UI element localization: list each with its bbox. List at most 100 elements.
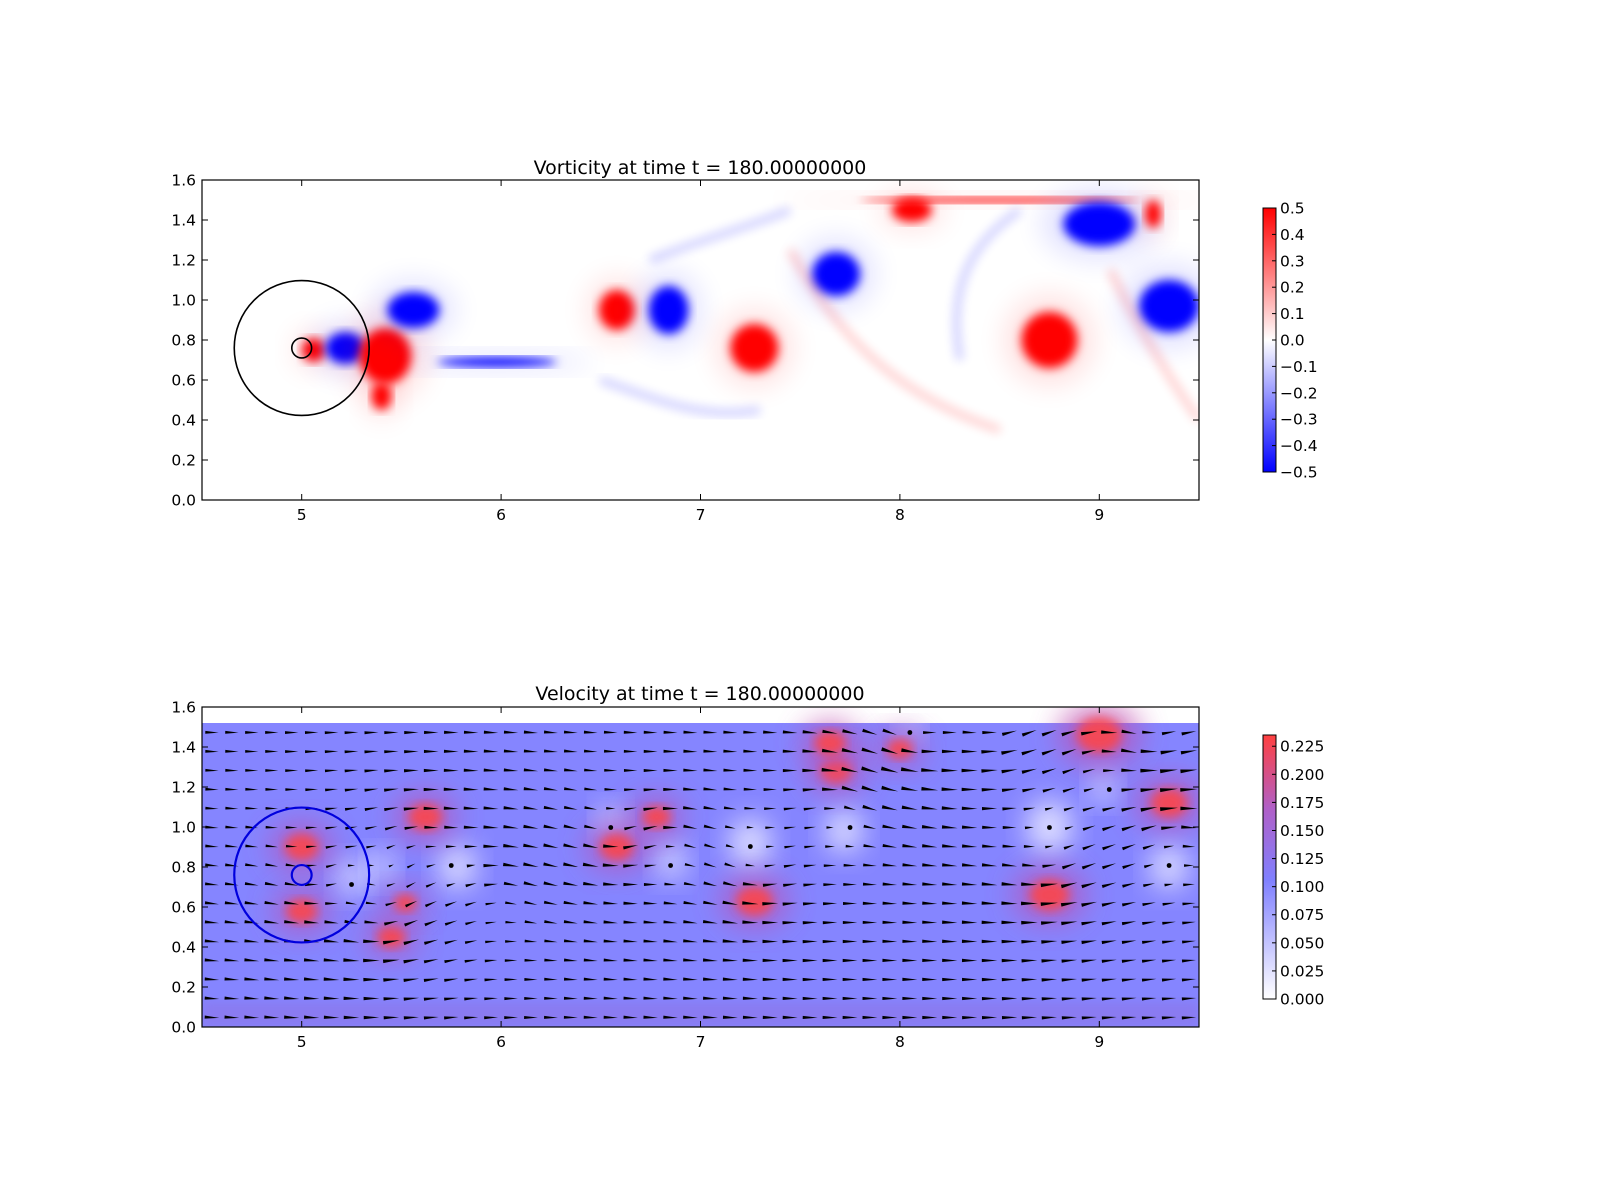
quiver-arrow	[742, 920, 759, 924]
quiver-arrow	[723, 806, 737, 810]
quiver-arrow	[861, 747, 879, 754]
quiver-arrow	[802, 788, 818, 792]
quiver-arrow	[1121, 788, 1137, 792]
quiver-arrow	[742, 996, 758, 1000]
quiver-arrow	[503, 749, 519, 753]
quiver-arrow	[1001, 749, 1018, 755]
quiver-arrow	[285, 750, 299, 753]
quiver-arrow	[304, 920, 320, 924]
quiver-arrow	[1021, 729, 1037, 737]
quiver-arrow	[523, 843, 539, 848]
quiver-arrow	[503, 843, 519, 848]
quiver-arrow	[284, 977, 300, 981]
quiver-arrow	[823, 883, 837, 887]
quiver-arrow	[244, 1015, 260, 1019]
quiver-arrow	[205, 787, 219, 791]
quiver-arrow	[1180, 806, 1198, 811]
quiver-arrow	[941, 749, 958, 754]
quiver-arrow	[204, 939, 220, 943]
quiver-arrow	[423, 806, 439, 811]
quiver-arrow	[425, 882, 437, 888]
quiver-arrow	[225, 844, 239, 848]
quiver-arrow	[244, 901, 259, 905]
velocity-colorbar-gradient	[1262, 734, 1277, 1000]
quiver-arrow	[603, 996, 618, 1000]
quiver-arrow	[683, 768, 698, 772]
quiver-arrow	[784, 845, 796, 849]
velocity-field	[202, 707, 1199, 1027]
quiver-arrow	[524, 997, 538, 1000]
high-speed-region	[887, 739, 913, 759]
quiver-arrow	[1180, 788, 1198, 792]
overlay-circle	[233, 806, 371, 944]
quiver-arrow	[483, 768, 499, 772]
quiver-arrow	[683, 787, 698, 791]
quiver-arrow	[563, 1015, 578, 1019]
quiver-arrow	[343, 1015, 360, 1020]
quiver-arrow	[922, 1015, 938, 1020]
quiver-arrow	[583, 1015, 598, 1019]
overlay-circle	[233, 279, 370, 417]
quiver-arrow	[205, 768, 219, 772]
quiver-arrow	[746, 825, 754, 829]
quiver-arrow	[1081, 749, 1097, 755]
quiver-arrow	[902, 882, 918, 886]
quiver-arrow	[284, 996, 300, 1000]
quiver-arrow	[1061, 959, 1078, 963]
quiver-arrow	[423, 939, 439, 945]
quiver-arrow	[1021, 1016, 1038, 1020]
quiver-arrow	[284, 901, 300, 905]
quiver-arrow	[584, 806, 598, 810]
quiver-arrow	[823, 864, 837, 868]
quiver-arrow	[683, 977, 698, 981]
negative-vortex	[648, 286, 689, 334]
quiver-arrow	[504, 959, 518, 962]
quiver-arrow	[424, 920, 438, 927]
quiver-arrow	[782, 1015, 798, 1019]
quiver-arrow	[365, 826, 378, 831]
quiver-arrow	[365, 901, 378, 905]
quiver-arrow	[762, 939, 779, 944]
quiver-arrow	[544, 958, 558, 962]
quiver-arrow	[603, 882, 619, 886]
quiver-arrow	[304, 731, 319, 735]
quiver-arrow	[503, 768, 519, 772]
vorticity-field	[294, 188, 1199, 434]
quiver-arrow	[841, 747, 859, 754]
x-tick-label: 6	[496, 506, 506, 524]
quiver-arrow	[604, 787, 618, 791]
quiver-arrow	[722, 958, 738, 962]
quiver-arrow	[643, 996, 658, 1000]
low-speed-region	[656, 844, 685, 878]
quiver-arrow	[862, 958, 878, 963]
quiver-arrow	[802, 902, 818, 906]
quiver-arrow	[1102, 806, 1116, 812]
quiver-arrow	[382, 959, 400, 964]
quiver-arrow	[1121, 902, 1137, 907]
quiver-arrow	[623, 749, 638, 753]
quiver-arrow	[922, 901, 938, 905]
quiver-arrow	[762, 883, 778, 887]
quiver-arrow	[942, 958, 958, 963]
quiver-arrow	[743, 768, 758, 772]
quiver-arrow	[406, 863, 416, 869]
quiver-arrow	[742, 1015, 758, 1019]
quiver-arrow	[583, 749, 598, 753]
quiver-arrow	[323, 939, 340, 943]
quiver-arrow	[403, 807, 419, 811]
high-speed-region	[394, 894, 417, 912]
quiver-arrow	[1001, 769, 1018, 774]
colorbar-tick-label: −0.3	[1280, 411, 1318, 429]
quiver-arrow	[1160, 750, 1178, 755]
quiver-arrow	[1061, 978, 1078, 982]
quiver-arrow	[444, 997, 459, 1001]
quiver-arrow	[722, 996, 738, 1000]
quiver-arrow	[1021, 978, 1038, 982]
quiver-arrow	[882, 977, 898, 982]
quiver-arrow	[723, 730, 738, 734]
quiver-arrow	[523, 824, 539, 829]
quiver-arrow	[922, 920, 938, 924]
quiver-arrow	[524, 900, 538, 905]
quiver-arrow	[764, 807, 777, 811]
quiver-arrow	[1141, 940, 1157, 944]
